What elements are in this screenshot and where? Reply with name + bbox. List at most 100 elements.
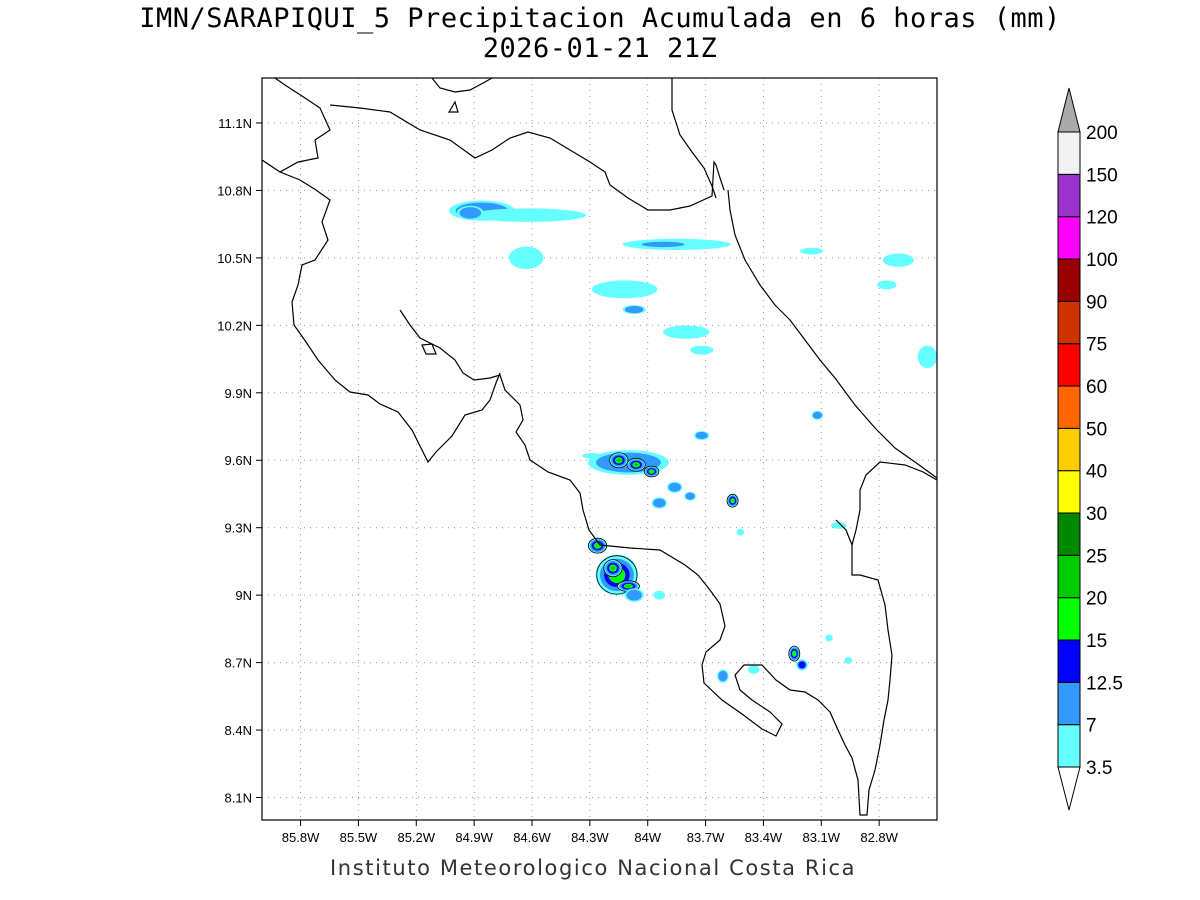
y-tick-label: 9N (235, 588, 252, 603)
colorbar: 3.5 7 12.5 15 20 25 30 40 50 60 75 90 100 120 150 200 (1057, 87, 1123, 811)
y-tick-label: 11.1N (218, 116, 252, 131)
x-tick-label: 83.4W (745, 830, 783, 845)
y-tick-label: 9.6N (225, 453, 252, 468)
y-tick-label: 8.7N (225, 656, 252, 671)
precip-cell-16-contour (626, 457, 646, 472)
y-tick-label: 9.9N (225, 386, 252, 401)
colorbar-label: 100 (1086, 250, 1118, 271)
colorbar-label: 60 (1086, 377, 1107, 398)
colorbar-label: 50 (1086, 419, 1107, 440)
caribbean-coast-costa-rica (727, 189, 937, 479)
y-axis: 8.1N 8.4N 8.7N 9N 9.3N 9.6N 9.9N 10.2N 10.5N 10.8… (217, 116, 262, 806)
precip-cell-33-level-3 (791, 650, 797, 657)
precip-cell-21-level-1 (685, 492, 695, 500)
colorbar-label: 12.5 (1086, 673, 1123, 694)
colorbar-label: 7 (1086, 716, 1097, 737)
colorbar-swatch (1057, 216, 1081, 260)
chart-title: IMN/SARAPIQUI_5 Precipitacion Acumulada … (139, 3, 1061, 34)
colorbar-label: 200 (1086, 123, 1118, 144)
x-tick-label: 84.3W (571, 830, 609, 845)
colorbar-swatch (1057, 724, 1081, 768)
precip-cell-17-level-3 (648, 469, 655, 474)
precip-cell-29-contour (603, 559, 623, 578)
colorbar-label: 20 (1086, 589, 1107, 610)
colorbar-label: 15 (1086, 631, 1107, 652)
y-tick-label: 8.4N (225, 723, 252, 738)
footer-credit: Instituto Meteorologico Nacional Costa R… (330, 856, 857, 880)
precip-cell-31-level-1 (626, 589, 642, 601)
precip-cell-35-level-1 (718, 670, 728, 682)
precip-cell-22-level-1 (695, 431, 708, 440)
precip-cell-25-level-1 (812, 411, 823, 419)
panama-border (835, 519, 853, 546)
precip-cell-8-level-0 (663, 325, 710, 339)
nicaragua-border (329, 104, 725, 211)
precip-cell-23-level-3 (730, 498, 735, 504)
precip-cell-34-level-2 (798, 661, 806, 669)
precip-cell-11-level-0 (883, 253, 914, 267)
y-tick-label: 10.5N (217, 251, 252, 266)
colorbar-swatch (1057, 385, 1081, 429)
colorbar-swatch (1057, 131, 1081, 175)
san-juan-river (671, 78, 717, 199)
ometepe-islet (447, 100, 459, 113)
lake-nicaragua-shore (431, 78, 493, 93)
y-tick-label: 10.8N (217, 183, 252, 198)
chart-subtitle: 2026-01-21 21Z (482, 33, 718, 64)
gulf-of-nicoya-coast (399, 309, 937, 816)
precip-cell-12-level-0 (877, 280, 897, 290)
nicoya-island (421, 343, 437, 355)
x-tick-label: 84.6W (513, 830, 551, 845)
x-tick-label: 84.9W (455, 830, 493, 845)
colorbar-swatch (1057, 597, 1081, 641)
colorbar-swatch (1057, 512, 1081, 556)
x-tick-label: 83.7W (687, 830, 725, 845)
precip-cell-17-contour (643, 465, 660, 478)
precip-cell-32-level-0 (653, 590, 666, 600)
precip-cell-3-level-0 (508, 246, 544, 270)
pacific-coast-nicoya (262, 78, 331, 173)
precip-cell-27-level-3 (593, 542, 602, 549)
colorbar-label: 90 (1086, 292, 1107, 313)
precip-cell-7-level-1 (624, 305, 644, 314)
precip-cell-13-level-0 (917, 345, 937, 369)
precip-cell-29-level-4 (611, 566, 615, 570)
precip-cell-1-level-0 (470, 208, 586, 222)
precip-cell-23-contour (726, 493, 739, 508)
precip-cell-30-level-4 (626, 585, 631, 588)
grid-lines (262, 78, 937, 820)
precip-cell-10-level-0 (800, 247, 824, 255)
colorbar-swatch (1057, 300, 1081, 345)
x-axis: 85.8W 85.5W 85.2W 84.9W 84.6W 84.3W 84W 83.7W 83… (282, 820, 899, 845)
colorbar-swatch (1057, 639, 1081, 683)
precip-cell-37-level-0 (825, 634, 833, 642)
y-tick-label: 8.1N (225, 791, 252, 806)
colorbar-label: 3.5 (1086, 758, 1112, 779)
x-tick-label: 85.5W (340, 830, 378, 845)
pacific-coast-guanacaste (279, 171, 501, 464)
colorbar-label: 150 (1086, 165, 1118, 186)
colorbar-swatch (1057, 554, 1081, 599)
precip-field (449, 200, 937, 683)
x-tick-label: 84W (634, 830, 661, 845)
precip-cell-9-level-0 (690, 345, 714, 355)
colorbar-label: 25 (1086, 546, 1107, 567)
precip-cell-15-level-4 (616, 458, 621, 462)
colorbar-label: 120 (1086, 208, 1118, 229)
colorbar-label: 75 (1086, 335, 1107, 356)
colorbar-label: 30 (1086, 504, 1107, 525)
x-tick-label: 85.2W (397, 830, 435, 845)
x-tick-label: 85.8W (282, 830, 320, 845)
x-tick-label: 82.8W (860, 830, 898, 845)
precip-cell-19-level-1 (668, 482, 681, 492)
precip-cell-28-contour (596, 555, 638, 595)
y-tick-label: 10.2N (217, 318, 252, 333)
colorbar-max-arrow (1057, 87, 1081, 133)
colorbar-swatch (1057, 343, 1081, 387)
precip-cell-24-level-0 (736, 528, 745, 536)
coastline (262, 78, 937, 816)
x-tick-label: 83.1W (802, 830, 840, 845)
plot-frame (261, 77, 938, 821)
precip-cell-38-level-0 (844, 656, 853, 664)
